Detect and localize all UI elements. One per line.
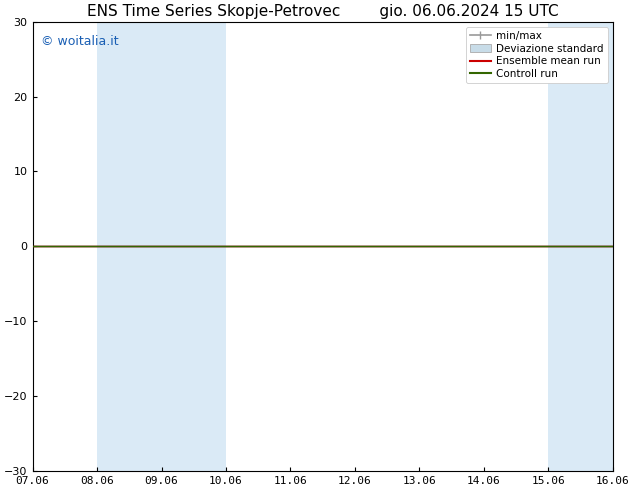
Bar — [162, 22, 226, 471]
Bar — [97, 22, 162, 471]
Text: © woitalia.it: © woitalia.it — [41, 35, 119, 48]
Title: ENS Time Series Skopje-Petrovec        gio. 06.06.2024 15 UTC: ENS Time Series Skopje-Petrovec gio. 06.… — [87, 4, 559, 19]
Bar — [613, 22, 634, 471]
Legend: min/max, Deviazione standard, Ensemble mean run, Controll run: min/max, Deviazione standard, Ensemble m… — [466, 27, 608, 83]
Bar — [548, 22, 613, 471]
